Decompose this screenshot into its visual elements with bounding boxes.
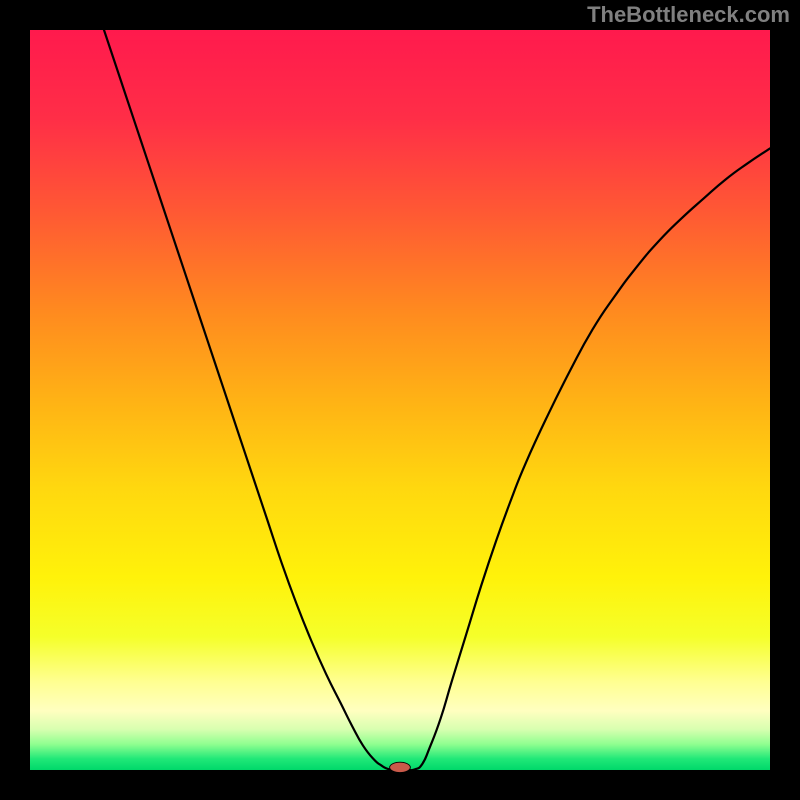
chart-container: TheBottleneck.com (0, 0, 800, 800)
chart-svg (0, 0, 800, 800)
watermark-text: TheBottleneck.com (587, 2, 790, 28)
optimal-marker (390, 762, 411, 772)
